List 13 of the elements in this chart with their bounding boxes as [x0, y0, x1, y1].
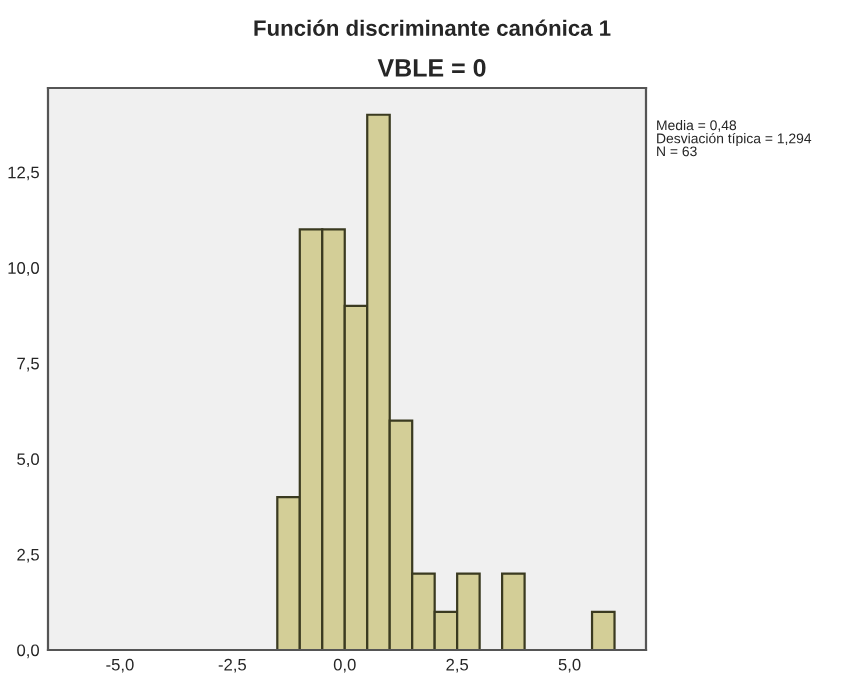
chart-subtitle: VBLE = 0	[377, 59, 486, 77]
x-tick-label: 2,5	[446, 658, 469, 673]
y-tick-label: 5,0	[17, 453, 40, 468]
y-tick-label: 0,0	[17, 644, 40, 659]
y-tick-label: 10,0	[8, 262, 40, 276]
y-tick-label: 12,5	[8, 166, 39, 181]
y-tick-label: 7,5	[17, 357, 39, 372]
x-tick-label: -2,5	[218, 658, 247, 673]
chart-title: Función discriminante canónica 1	[254, 19, 611, 36]
y-tick-label: 2,5	[17, 548, 39, 563]
x-tick-label: -5,0	[106, 658, 134, 673]
x-tick-label: 5,0	[558, 658, 581, 673]
x-tick-label: 0,0	[333, 658, 356, 673]
